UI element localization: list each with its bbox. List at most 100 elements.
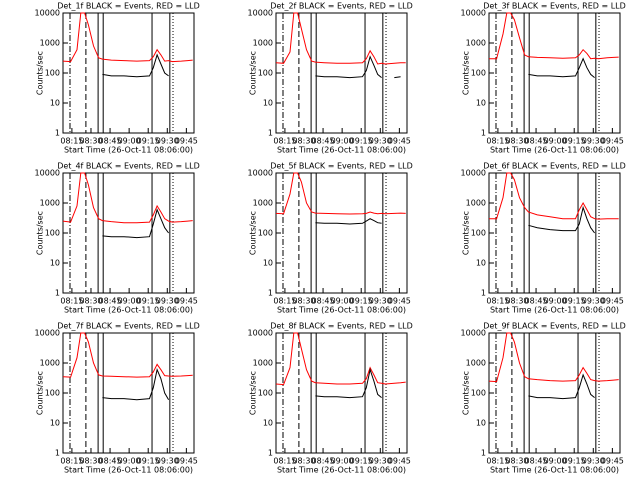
y-axis-label: Counts/sec	[36, 51, 45, 95]
x-axis-label: Start Time (26-Oct-11 08:06:00)	[490, 466, 619, 475]
y-tick-label: 1000	[466, 359, 486, 368]
x-tick-label: 09:45	[175, 137, 198, 146]
chart-title: Det_4f BLACK = Events, RED = LLD	[57, 162, 200, 171]
x-tick-label: 09:15	[137, 137, 160, 146]
x-tick-label: 09:00	[544, 297, 567, 306]
series-line	[489, 12, 619, 60]
y-tick-label: 100	[45, 69, 60, 78]
x-tick-label: 09:30	[156, 137, 179, 146]
y-axis-label: Counts/sec	[249, 51, 258, 95]
x-tick-label: 09:00	[331, 297, 354, 306]
x-tick-label: 09:45	[601, 137, 624, 146]
chart-title: Det_6f BLACK = Events, RED = LLD	[483, 162, 626, 171]
x-tick-label: 08:15	[486, 137, 509, 146]
chart-title: Det_1f BLACK = Events, RED = LLD	[57, 2, 200, 11]
chart-title: Det_5f BLACK = Events, RED = LLD	[270, 162, 413, 171]
y-tick-label: 10	[50, 419, 60, 428]
y-tick-label: 1	[55, 289, 60, 298]
series-line	[489, 172, 619, 220]
y-tick-label: 10000	[248, 9, 273, 18]
x-axis-label: Start Time (26-Oct-11 08:06:00)	[490, 306, 619, 315]
x-tick-label: 08:30	[505, 457, 528, 466]
y-tick-label: 10000	[248, 169, 273, 178]
y-tick-label: 1000	[253, 359, 273, 368]
y-tick-label: 1	[268, 129, 273, 138]
x-axis-label: Start Time (26-Oct-11 08:06:00)	[490, 146, 619, 155]
series-line	[528, 205, 596, 234]
x-tick-label: 09:30	[156, 297, 179, 306]
x-tick-label: 08:15	[60, 457, 83, 466]
x-tick-label: 09:45	[388, 137, 411, 146]
x-tick-label: 08:15	[486, 457, 509, 466]
y-tick-label: 10	[50, 99, 60, 108]
y-axis-label: Counts/sec	[249, 211, 258, 255]
series-line	[102, 53, 169, 78]
y-axis-label: Counts/sec	[36, 211, 45, 255]
x-tick-label: 08:45	[525, 457, 548, 466]
y-tick-label: 1	[268, 449, 273, 458]
y-tick-label: 1	[481, 129, 486, 138]
chart-title: Det_9f BLACK = Events, RED = LLD	[483, 322, 626, 331]
x-tick-label: 09:30	[156, 457, 179, 466]
x-tick-label: 09:15	[350, 457, 373, 466]
x-tick-label: 09:30	[582, 457, 605, 466]
x-tick-label: 09:15	[563, 457, 586, 466]
x-tick-label: 09:00	[544, 137, 567, 146]
x-tick-label: 08:45	[99, 297, 122, 306]
x-tick-label: 09:15	[563, 137, 586, 146]
x-tick-label: 09:45	[601, 297, 624, 306]
y-tick-label: 100	[471, 69, 486, 78]
y-axis-label: Counts/sec	[462, 371, 471, 415]
y-tick-label: 10000	[35, 329, 60, 338]
y-axis-label: Counts/sec	[249, 371, 258, 415]
x-tick-label: 09:15	[137, 457, 160, 466]
y-tick-label: 100	[45, 389, 60, 398]
series-line	[275, 172, 406, 215]
y-axis-label: Counts/sec	[36, 371, 45, 415]
series-line	[62, 12, 193, 63]
x-tick-label: 08:45	[312, 457, 335, 466]
x-tick-label: 08:30	[292, 137, 315, 146]
x-tick-label: 09:30	[582, 297, 605, 306]
y-tick-label: 100	[258, 69, 273, 78]
x-tick-label: 09:00	[331, 457, 354, 466]
x-tick-label: 08:15	[273, 137, 296, 146]
x-tick-label: 09:00	[118, 457, 141, 466]
x-tick-label: 09:00	[544, 457, 567, 466]
chart-title: Det_7f BLACK = Events, RED = LLD	[57, 322, 200, 331]
x-tick-label: 08:30	[79, 137, 102, 146]
y-tick-label: 10000	[35, 169, 60, 178]
y-tick-label: 10000	[461, 329, 486, 338]
y-tick-label: 1000	[40, 199, 60, 208]
x-tick-label: 09:30	[582, 137, 605, 146]
x-tick-label: 08:30	[79, 457, 102, 466]
x-tick-label: 08:45	[312, 297, 335, 306]
chart-title: Det_2f BLACK = Events, RED = LLD	[270, 2, 413, 11]
x-tick-label: 09:15	[350, 137, 373, 146]
series-line	[275, 332, 406, 386]
series-line	[62, 332, 193, 378]
y-tick-label: 100	[471, 389, 486, 398]
x-tick-label: 09:15	[350, 297, 373, 306]
x-tick-label: 09:45	[388, 297, 411, 306]
x-tick-label: 08:30	[292, 457, 315, 466]
y-tick-label: 100	[45, 229, 60, 238]
y-tick-label: 10000	[248, 329, 273, 338]
y-tick-label: 100	[258, 389, 273, 398]
y-tick-label: 10	[476, 99, 486, 108]
x-tick-label: 09:30	[369, 457, 392, 466]
x-axis-label: Start Time (26-Oct-11 08:06:00)	[64, 306, 193, 315]
y-tick-label: 10	[50, 259, 60, 268]
x-tick-label: 08:15	[60, 137, 83, 146]
x-tick-label: 08:30	[505, 297, 528, 306]
x-tick-label: 08:30	[505, 137, 528, 146]
y-axis-label: Counts/sec	[462, 51, 471, 95]
x-tick-label: 09:15	[563, 297, 586, 306]
x-tick-label: 09:00	[118, 297, 141, 306]
y-axis-label: Counts/sec	[462, 211, 471, 255]
series-line	[315, 367, 382, 399]
y-tick-label: 10	[263, 99, 273, 108]
y-tick-label: 10	[476, 259, 486, 268]
